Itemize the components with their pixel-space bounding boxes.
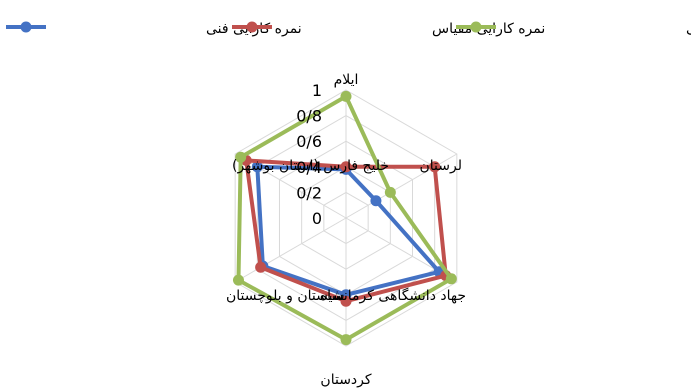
tick-label: 0/2 — [296, 183, 322, 202]
radar-grid — [234, 89, 458, 347]
category-labels: ایلام لرستان جهاد دانشگاهی کرمانشاه کردستان… — [226, 72, 466, 388]
legend-swatch-marker — [20, 21, 32, 33]
data-point — [429, 161, 441, 173]
tick-label: 0/4 — [296, 158, 322, 177]
category-label: سیستان و بلوچستان — [226, 288, 345, 304]
tick-label: 0/8 — [296, 107, 322, 126]
tick-label: 0 — [312, 209, 322, 228]
data-point — [235, 151, 247, 163]
data-point — [255, 261, 267, 273]
tick-labels: 0 0/2 0/4 0/6 0/8 1 — [296, 81, 322, 228]
data-point — [232, 274, 244, 286]
data-point — [340, 295, 352, 307]
category-label: جهاد دانشگاهی کرمانشاه — [320, 287, 466, 304]
legend-item: نمره کارایی مدیریتی — [456, 21, 691, 37]
category-label: ایلام — [334, 72, 359, 88]
series-layer — [232, 90, 457, 346]
category-label: خلیج فارس (استان بوشهر) — [232, 158, 389, 174]
data-point — [251, 161, 263, 173]
series-2 — [232, 90, 457, 346]
data-point — [340, 90, 352, 102]
tick-label: 0/6 — [296, 132, 322, 151]
legend-swatch-marker — [470, 21, 482, 33]
data-point — [384, 186, 396, 198]
tick-label: 1 — [312, 81, 322, 100]
grid-spoke — [234, 217, 347, 283]
category-label: کردستان — [320, 372, 371, 388]
data-point — [445, 273, 457, 285]
legend-label: نمره کارایی مدیریتی — [686, 21, 691, 37]
data-point — [340, 334, 352, 346]
category-label: لرستان — [420, 158, 463, 174]
legend-swatch-marker — [246, 21, 258, 33]
data-point — [370, 195, 382, 207]
data-point — [340, 161, 352, 173]
